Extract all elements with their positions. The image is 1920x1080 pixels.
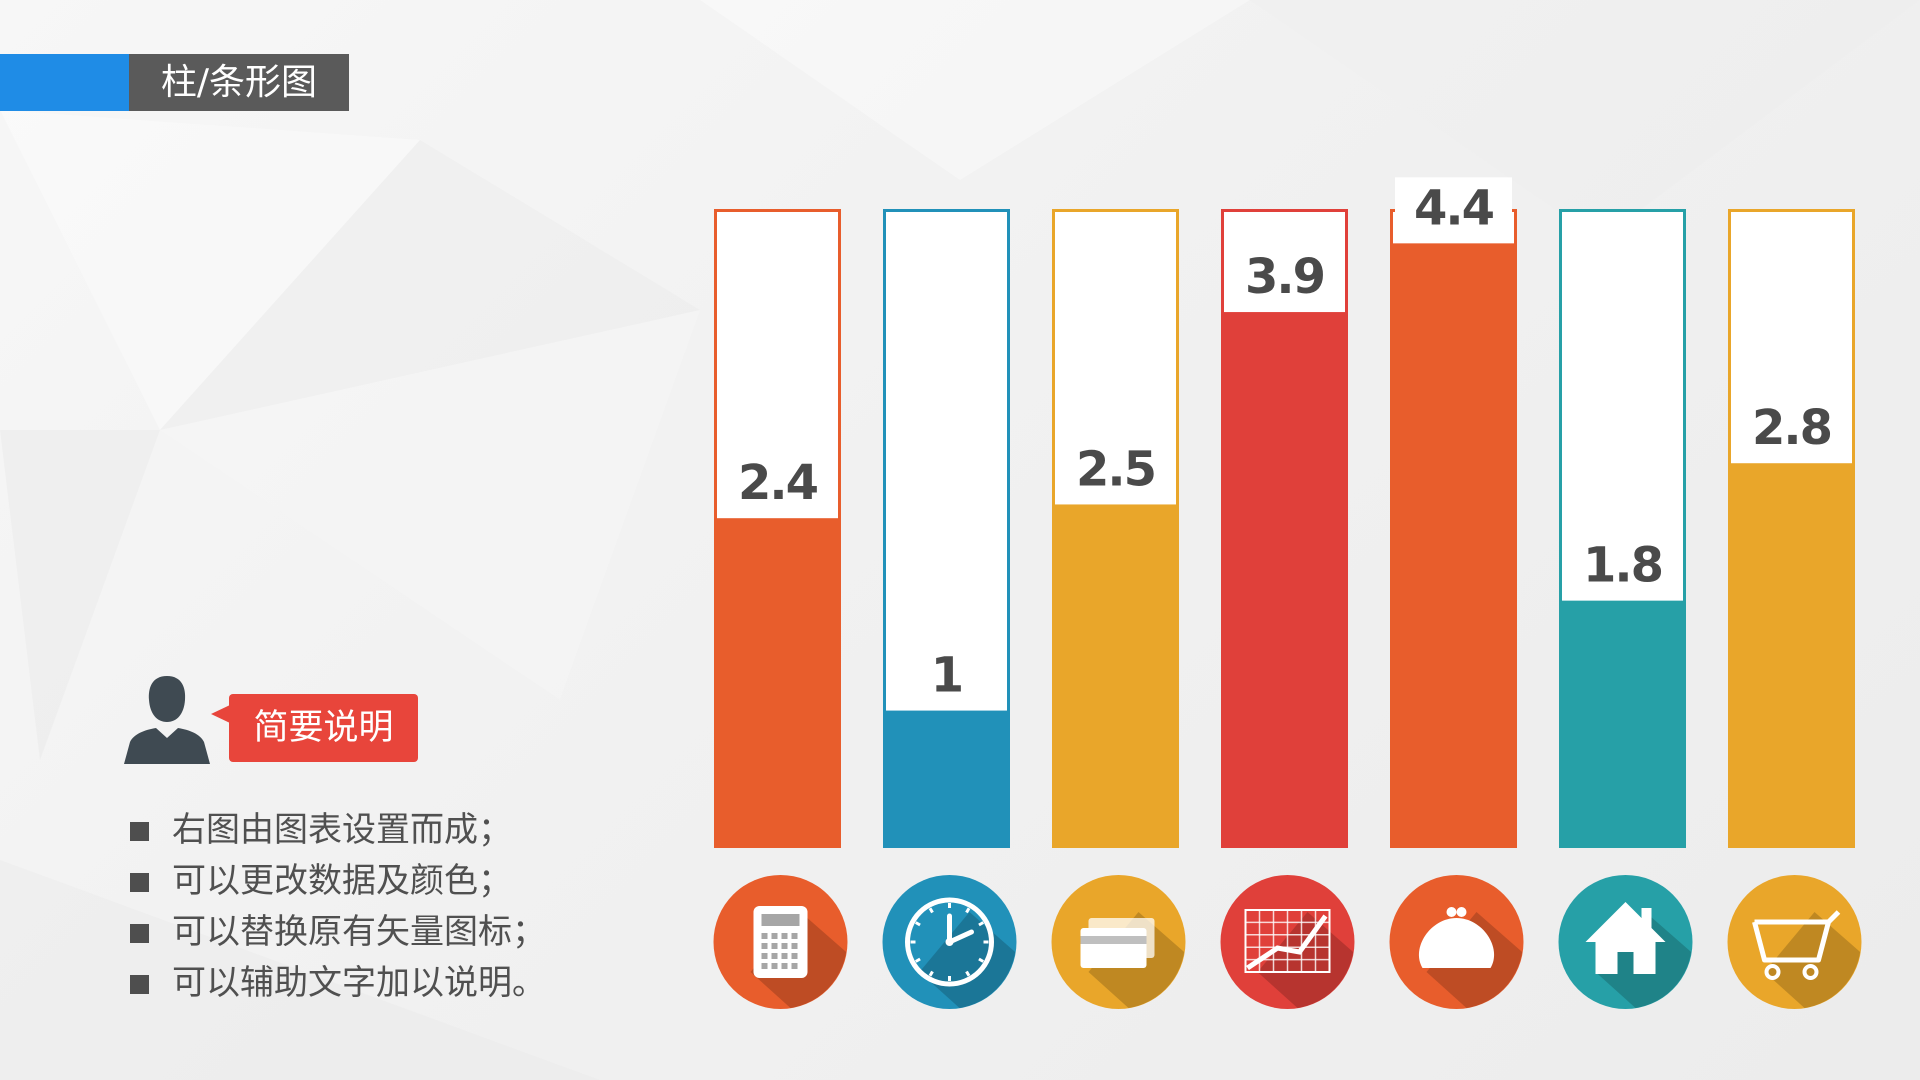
bar-label-box — [719, 452, 836, 515]
bar-value-label: 3.9 — [1245, 249, 1324, 305]
line-chart-icon — [1244, 909, 1331, 973]
bullet-list: 右图由图表设置而成； 可以更改数据及颜色； 可以替换原有矢量图标； 可以辅助文字… — [130, 805, 690, 1009]
category-icon — [882, 875, 1017, 1009]
bar-label-box — [1226, 246, 1343, 309]
bullet-text: 右图由图表设置而成； — [172, 810, 512, 850]
credit-card-icon — [1080, 918, 1155, 968]
bullet-square-icon — [130, 924, 149, 943]
list-item: 可以辅助文字加以说明。 — [130, 958, 690, 1009]
bar-value-label: 2.5 — [1076, 441, 1155, 497]
icon-circle — [1727, 875, 1862, 1009]
category-icon — [713, 875, 848, 1009]
bar — [1390, 243, 1517, 848]
category-icon — [1051, 875, 1186, 1009]
bar — [714, 518, 841, 848]
bullet-text: 可以更改数据及颜色； — [172, 861, 512, 901]
bar-value-label: 1 — [931, 648, 962, 704]
bar-value-label: 2.4 — [738, 455, 818, 511]
bar — [1221, 312, 1348, 848]
category-icon — [1389, 875, 1524, 1009]
bullet-square-icon — [130, 873, 149, 892]
bar-label-box — [1564, 534, 1681, 597]
bar — [1052, 504, 1179, 848]
bar-label-box — [1057, 438, 1174, 501]
category-icon — [1558, 875, 1693, 1009]
bar-label-box — [888, 644, 1005, 707]
bar-label-box — [1733, 397, 1850, 460]
bar-value-label: 4.4 — [1414, 180, 1494, 236]
title-accent — [0, 54, 129, 111]
bullet-text: 可以替换原有矢量图标； — [172, 912, 546, 952]
person-icon — [124, 676, 210, 764]
clock-icon — [905, 897, 994, 987]
bar — [1559, 600, 1686, 848]
page-title: 柱/条形图 — [129, 54, 349, 111]
list-item: 右图由图表设置而成； — [130, 805, 690, 856]
category-icon — [1220, 875, 1355, 1009]
bullet-square-icon — [130, 822, 149, 841]
calculator-icon — [753, 906, 808, 978]
bullet-text: 可以辅助文字加以说明。 — [172, 963, 546, 1003]
purse-icon — [1418, 907, 1495, 968]
callout-label: 简要说明 — [229, 694, 418, 762]
bar-value-label: 2.8 — [1752, 400, 1831, 456]
category-icon — [1727, 875, 1862, 1009]
bar-label-box — [1395, 177, 1512, 240]
shopping-cart-icon — [1752, 910, 1841, 980]
bar — [1728, 463, 1855, 848]
title-bar: 柱/条形图 — [0, 54, 349, 111]
bullet-square-icon — [130, 975, 149, 994]
callout-tail — [211, 705, 230, 723]
bar-value-label: 1.8 — [1583, 538, 1662, 594]
house-icon — [1585, 902, 1666, 974]
bar — [883, 710, 1010, 848]
list-item: 可以更改数据及颜色； — [130, 856, 690, 907]
list-item: 可以替换原有矢量图标； — [130, 907, 690, 958]
